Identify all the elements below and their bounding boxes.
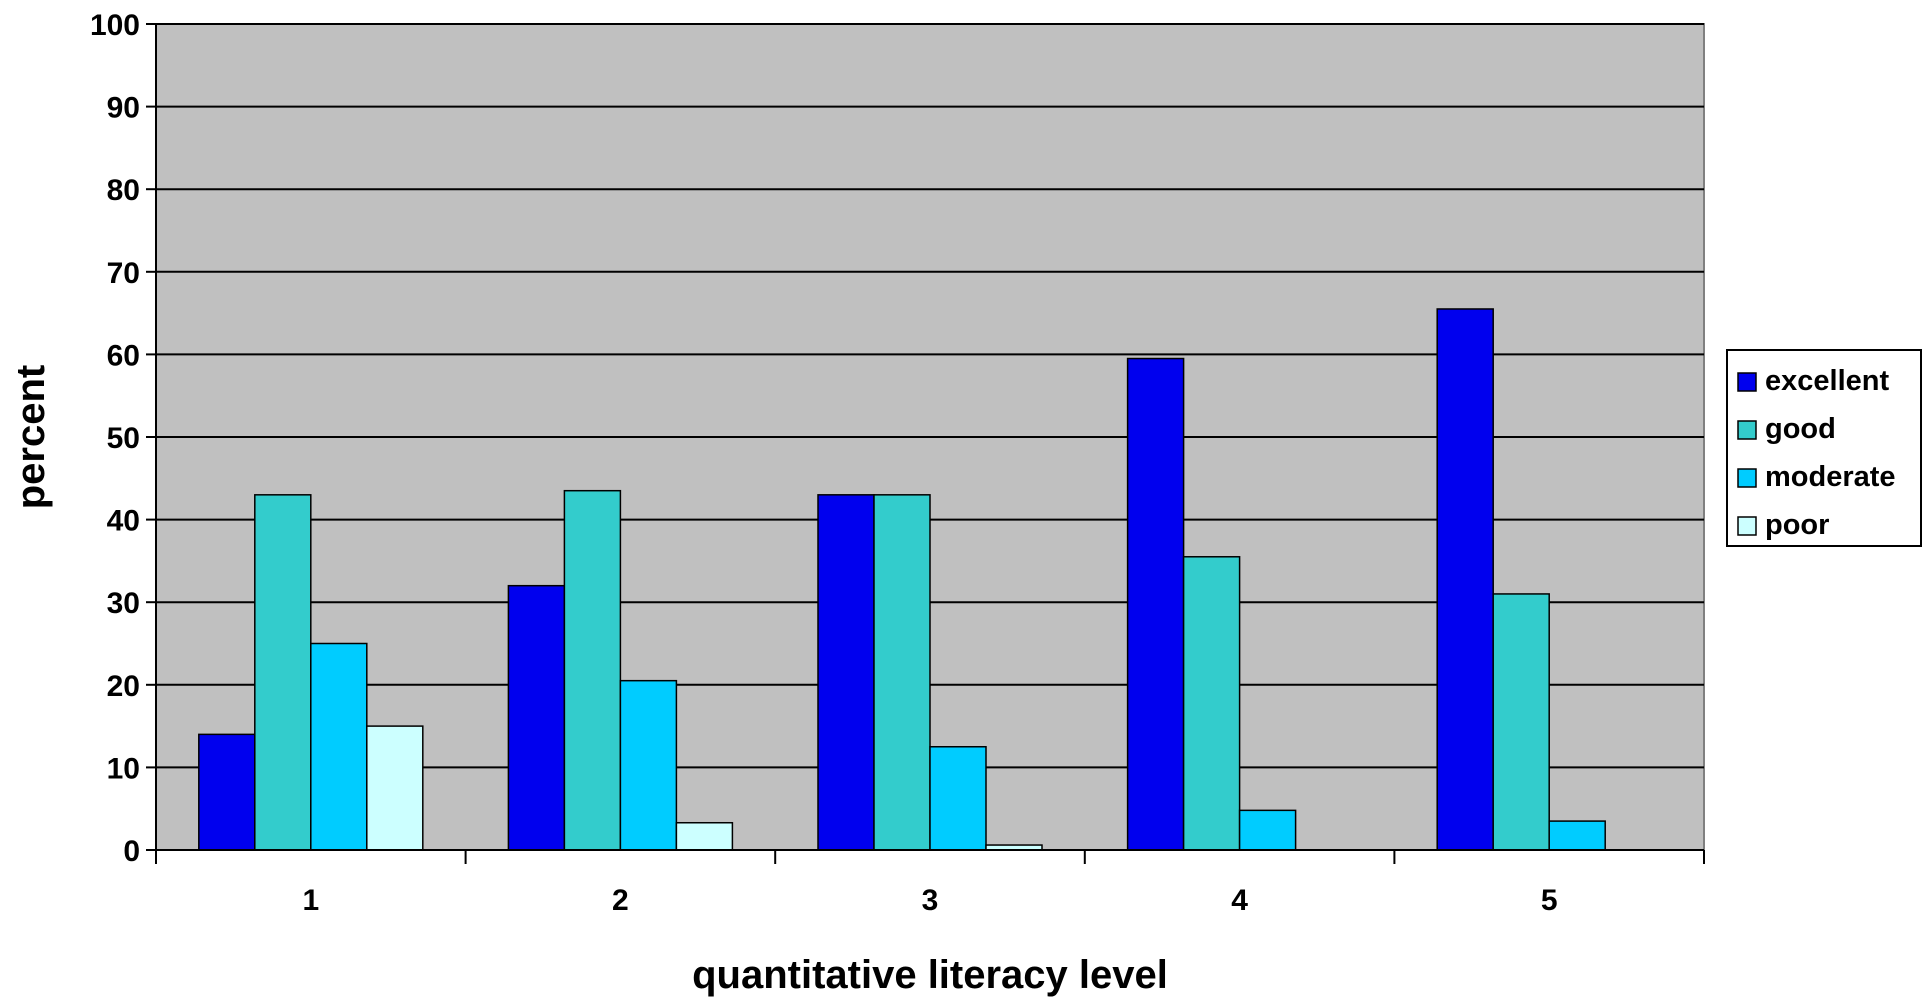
bar-good-1 [254, 494, 312, 851]
legend-label-moderate: moderate [1765, 461, 1896, 493]
bar-poor-1 [366, 725, 424, 851]
bar-good-4 [1182, 556, 1241, 851]
bar-moderate-3 [929, 746, 987, 851]
y-tick-label: 40 [107, 505, 140, 538]
bar-moderate-5 [1548, 820, 1606, 851]
bar-excellent-3 [817, 494, 875, 851]
bar-excellent-4 [1126, 357, 1185, 851]
bar-moderate-4 [1238, 809, 1297, 851]
y-tick-label: 30 [107, 587, 140, 620]
legend-label-excellent: excellent [1765, 365, 1889, 397]
bar-moderate-1 [310, 642, 368, 851]
bar-excellent-2 [507, 584, 566, 851]
x-axis-title: quantitative literacy level [692, 953, 1168, 997]
legend-swatch-moderate [1737, 468, 1757, 488]
bar-poor-2 [675, 821, 734, 851]
bar-excellent-1 [198, 733, 256, 851]
bar-good-2 [563, 489, 622, 851]
bar-moderate-2 [619, 679, 678, 851]
x-tick-labels: 1 2 3 4 5 [302, 884, 1557, 917]
x-tick-label: 5 [1541, 884, 1558, 917]
y-tick-labels: 0 10 20 30 40 50 60 70 80 90 100 [90, 9, 140, 868]
y-tick-label: 0 [123, 835, 140, 868]
bar-good-5 [1492, 593, 1550, 851]
legend-label-poor: poor [1765, 509, 1829, 541]
legend-swatch-poor [1737, 516, 1757, 536]
legend-swatch-excellent [1737, 372, 1757, 392]
y-tick-label: 100 [90, 9, 140, 42]
x-tick-label: 4 [1231, 884, 1248, 917]
bar-good-3 [873, 494, 931, 851]
y-tick-label: 90 [107, 92, 140, 125]
axes [146, 23, 1705, 864]
y-tick-label: 70 [107, 257, 140, 290]
y-tick-label: 60 [107, 339, 140, 372]
bar-excellent-5 [1436, 308, 1494, 851]
x-tick-label: 2 [612, 884, 629, 917]
x-tick-label: 3 [922, 884, 939, 917]
legend-box [1726, 349, 1922, 547]
legend-swatch-good [1737, 420, 1757, 440]
y-tick-label: 80 [107, 174, 140, 207]
y-tick-label: 20 [107, 670, 140, 703]
y-tick-label: 10 [107, 752, 140, 785]
legend-label-good: good [1765, 413, 1836, 445]
y-axis-title: percent [9, 365, 53, 510]
x-tick-label: 1 [302, 884, 319, 917]
legend: excellent good moderate poor [1726, 349, 1922, 547]
y-tick-label: 50 [107, 422, 140, 455]
